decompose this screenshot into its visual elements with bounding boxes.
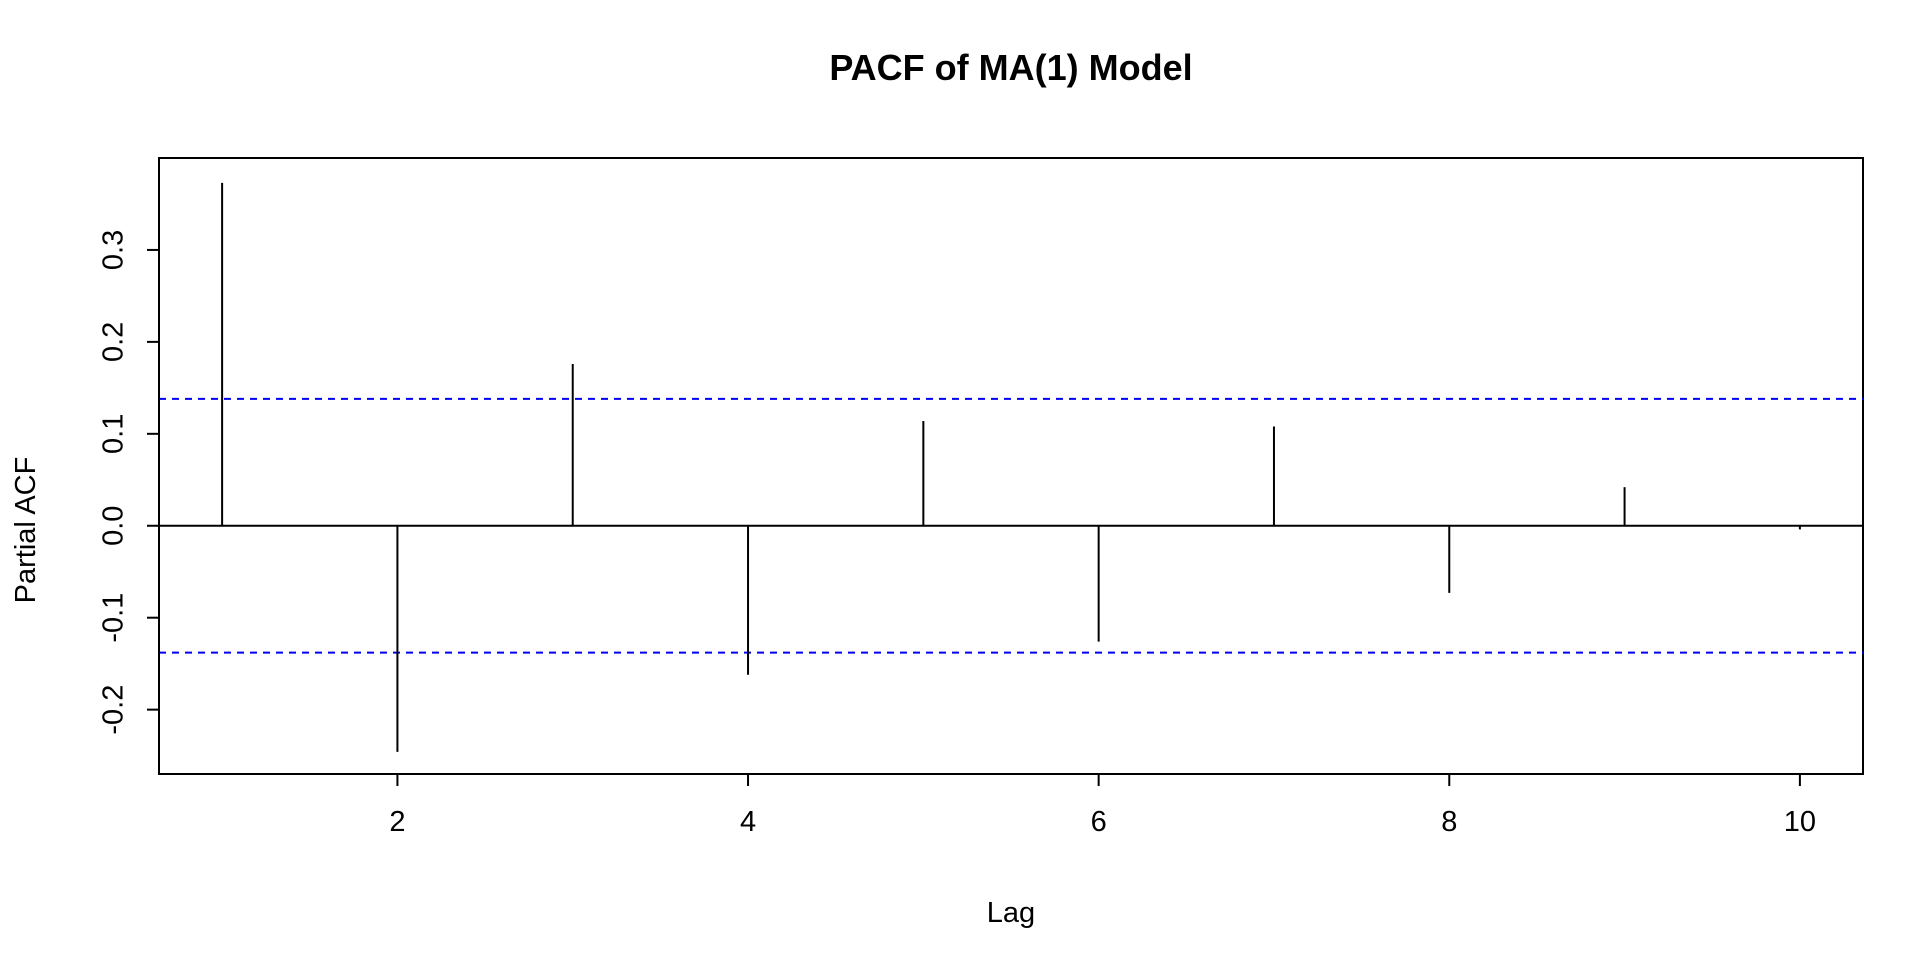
x-tick-label-2: 2 bbox=[389, 806, 405, 838]
x-tick-label-6: 6 bbox=[1091, 806, 1107, 838]
plot-frame bbox=[158, 157, 1864, 775]
y-tick-label-0.3: 0.3 bbox=[98, 230, 130, 270]
x-tick-label-8: 8 bbox=[1441, 806, 1457, 838]
y-axis-label: Partial ACF bbox=[10, 457, 42, 604]
x-tick-label-10: 10 bbox=[1784, 806, 1816, 838]
y-tick-label--0.1: -0.1 bbox=[98, 593, 130, 643]
y-tick-label-0.0: 0.0 bbox=[98, 506, 130, 546]
y-tick-label--0.2: -0.2 bbox=[98, 685, 130, 735]
y-tick-label-0.2: 0.2 bbox=[98, 322, 130, 362]
x-tick-label-4: 4 bbox=[740, 806, 756, 838]
chart-title: PACF of MA(1) Model bbox=[829, 47, 1192, 88]
chart-marks bbox=[159, 182, 1863, 752]
x-axis-label: Lag bbox=[987, 897, 1035, 929]
y-tick-label-0.1: 0.1 bbox=[98, 414, 130, 454]
